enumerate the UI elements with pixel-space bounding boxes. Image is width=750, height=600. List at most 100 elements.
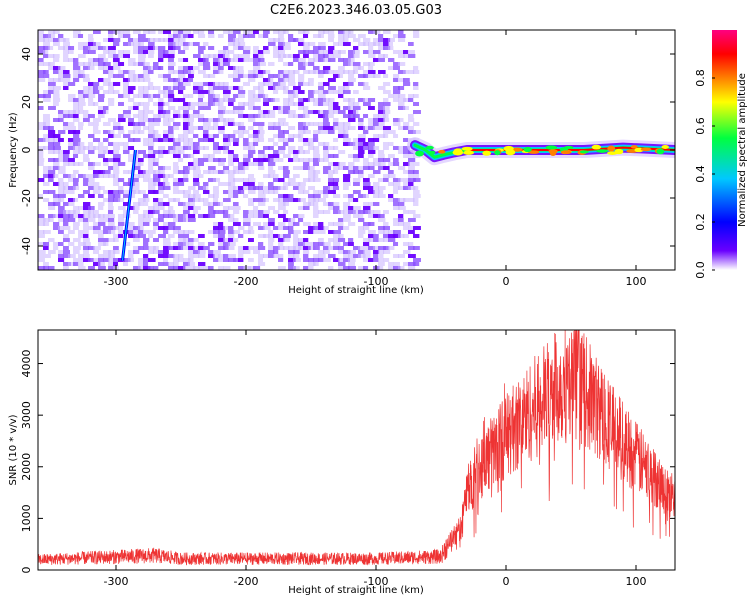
heatmap-noise-cell bbox=[153, 114, 161, 118]
heatmap-noise-cell bbox=[128, 234, 136, 238]
heatmap-noise-cell bbox=[328, 182, 334, 186]
heatmap-noise-cell bbox=[373, 58, 379, 62]
heatmap-noise-cell bbox=[348, 106, 354, 110]
heatmap-noise-cell bbox=[363, 82, 369, 86]
heatmap-noise-cell bbox=[93, 182, 100, 186]
heatmap-noise-cell bbox=[328, 98, 335, 102]
heatmap-noise-cell bbox=[283, 86, 289, 90]
heatmap-noise-cell bbox=[218, 126, 225, 130]
heatmap-noise-cell bbox=[143, 246, 150, 250]
heatmap-noise-cell bbox=[38, 106, 44, 110]
heatmap-noise-cell bbox=[218, 82, 225, 86]
heatmap-noise-cell bbox=[258, 190, 265, 194]
heatmap-noise-cell bbox=[193, 162, 200, 166]
heatmap-noise-cell bbox=[63, 54, 69, 58]
heatmap-noise-cell bbox=[293, 150, 300, 154]
heatmap-noise-cell bbox=[148, 210, 155, 214]
heatmap-noise-cell bbox=[328, 154, 335, 158]
heatmap-noise-cell bbox=[308, 50, 314, 54]
heatmap-noise-cell bbox=[243, 218, 251, 222]
heatmap-noise-cell bbox=[108, 250, 116, 254]
heatmap-noise-cell bbox=[393, 90, 401, 94]
heatmap-noise-cell bbox=[143, 142, 149, 146]
heatmap-noise-cell bbox=[373, 146, 380, 150]
heatmap-noise-cell bbox=[273, 46, 281, 50]
heatmap-noise-cell bbox=[63, 82, 69, 86]
heatmap-noise-cell bbox=[268, 254, 275, 258]
heatmap-noise-cell bbox=[138, 258, 145, 262]
heatmap-noise-cell bbox=[403, 98, 411, 102]
heatmap-noise-cell bbox=[88, 102, 96, 106]
heatmap-noise-cell bbox=[258, 214, 265, 218]
heatmap-noise-cell bbox=[138, 170, 146, 174]
heatmap-noise-cell bbox=[128, 226, 136, 230]
heatmap-noise-cell bbox=[113, 158, 121, 162]
heatmap-noise-cell bbox=[238, 94, 245, 98]
heatmap-noise-cell bbox=[203, 190, 210, 194]
heatmap-noise-cell bbox=[353, 198, 359, 202]
heatmap-noise-cell bbox=[193, 190, 199, 194]
heatmap-noise-cell bbox=[308, 226, 315, 230]
heatmap-noise-cell bbox=[193, 266, 200, 270]
heatmap-noise-cell bbox=[338, 226, 344, 230]
heatmap-noise-cell bbox=[183, 214, 190, 218]
heatmap-noise-cell bbox=[313, 58, 321, 62]
heatmap-noise-cell bbox=[323, 202, 331, 206]
heatmap-noise-cell bbox=[193, 42, 200, 46]
heatmap-noise-cell bbox=[333, 102, 339, 106]
heatmap-noise-cell bbox=[158, 190, 164, 194]
heatmap-noise-cell bbox=[118, 62, 125, 66]
heatmap-noise-cell bbox=[338, 166, 344, 170]
heatmap-noise-cell bbox=[228, 186, 236, 190]
heatmap-noise-cell bbox=[338, 258, 344, 262]
heatmap-noise-cell bbox=[138, 54, 146, 58]
heatmap-noise-cell bbox=[408, 42, 414, 46]
snr-xtick-label: -300 bbox=[104, 575, 129, 588]
heatmap-noise-cell bbox=[278, 58, 284, 62]
heatmap-noise-cell bbox=[338, 134, 345, 138]
heatmap-noise-cell bbox=[133, 74, 139, 78]
heatmap-noise-cell bbox=[248, 126, 254, 130]
heatmap-noise-cell bbox=[98, 218, 104, 222]
heatmap-noise-cell bbox=[73, 262, 79, 266]
heatmap-noise-cell bbox=[298, 158, 304, 162]
heatmap-noise-cell bbox=[118, 142, 124, 146]
heatmap-noise-cell bbox=[138, 46, 144, 50]
heatmap-noise-cell bbox=[308, 166, 315, 170]
heatmap-noise-cell bbox=[228, 170, 236, 174]
heatmap-noise-cell bbox=[173, 254, 180, 258]
heatmap-noise-cell bbox=[168, 130, 174, 134]
heatmap-noise-cell bbox=[313, 202, 319, 206]
heatmap-noise-cell bbox=[108, 166, 114, 170]
heatmap-noise-cell bbox=[348, 126, 356, 130]
heatmap-noise-cell bbox=[138, 58, 146, 62]
heatmap-noise-cell bbox=[223, 54, 230, 58]
heatmap-noise-cell bbox=[213, 230, 220, 234]
heatmap-noise-cell bbox=[333, 146, 339, 150]
heatmap-noise-cell bbox=[233, 158, 239, 162]
heatmap-noise-cell bbox=[38, 258, 45, 262]
heatmap-noise-cell bbox=[198, 250, 206, 254]
heatmap-noise-cell bbox=[278, 54, 286, 58]
heatmap-noise-cell bbox=[133, 186, 140, 190]
heatmap-noise-cell bbox=[108, 262, 115, 266]
heatmap-noise-cell bbox=[388, 194, 394, 198]
heatmap-noise-cell bbox=[158, 198, 164, 202]
heatmap-noise-cell bbox=[188, 166, 196, 170]
heatmap-noise-cell bbox=[403, 126, 409, 130]
heatmap-noise-cell bbox=[183, 174, 189, 178]
heatmap-noise-cell bbox=[173, 190, 179, 194]
heatmap-noise-cell bbox=[118, 162, 126, 166]
heatmap-noise-cell bbox=[228, 214, 235, 218]
heatmap-noise-cell bbox=[123, 170, 129, 174]
heatmap-noise-cell bbox=[338, 222, 344, 226]
heatmap-noise-cell bbox=[148, 142, 155, 146]
heatmap-noise-cell bbox=[338, 218, 344, 222]
heatmap-noise-cell bbox=[393, 134, 399, 138]
heatmap-noise-cell bbox=[183, 154, 191, 158]
heatmap-noise-cell bbox=[288, 82, 296, 86]
heatmap-noise-cell bbox=[393, 34, 399, 38]
heatmap-noise-cell bbox=[38, 38, 46, 42]
heatmap-noise-cell bbox=[298, 134, 304, 138]
heatmap-noise-cell bbox=[78, 214, 85, 218]
